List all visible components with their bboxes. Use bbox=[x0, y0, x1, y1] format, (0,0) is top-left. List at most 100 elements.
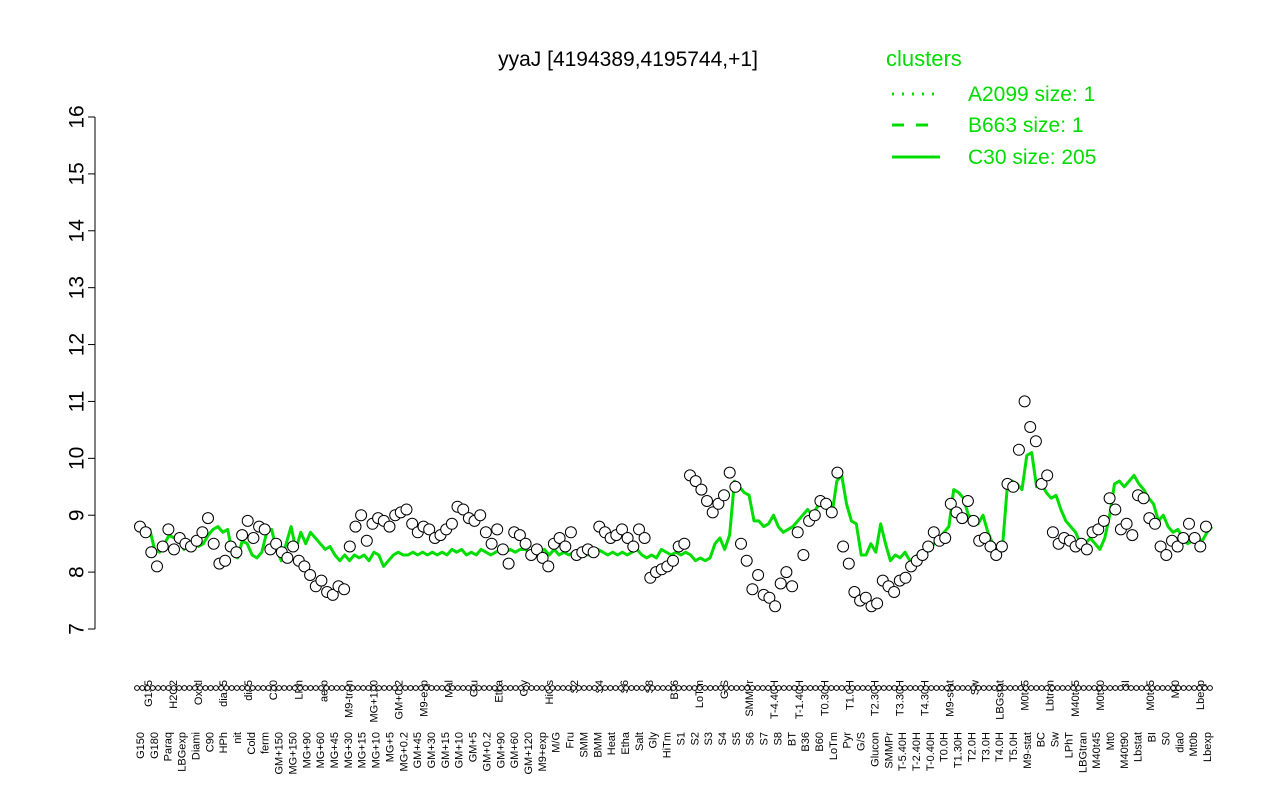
x-tick-dot bbox=[654, 685, 661, 691]
data-point bbox=[326, 588, 339, 601]
data-point bbox=[1109, 503, 1122, 516]
x-tick-dot bbox=[1207, 685, 1213, 691]
x-tick-dot bbox=[1165, 685, 1171, 691]
x-tick-dot bbox=[518, 685, 524, 691]
x-tick-label: LPhT bbox=[1063, 732, 1075, 759]
x-tick-dot bbox=[733, 685, 740, 691]
x-tick-dot bbox=[1091, 685, 1098, 691]
data-point bbox=[978, 532, 991, 544]
x-tick-label: dia0 bbox=[1174, 732, 1186, 753]
data-point bbox=[1041, 469, 1054, 482]
x-tick-label: M0t90 bbox=[1095, 680, 1107, 711]
x-tick-label: Gly bbox=[648, 732, 660, 749]
x-tick-dot bbox=[391, 685, 398, 691]
x-tick-label: M/G bbox=[551, 732, 563, 753]
x-tick-dot bbox=[912, 685, 919, 691]
x-tick-dot bbox=[738, 685, 745, 691]
data-point bbox=[837, 540, 850, 553]
x-tick-dot bbox=[255, 685, 261, 691]
x-tick-dot bbox=[618, 685, 624, 691]
data-point bbox=[718, 489, 730, 502]
x-tick-dot bbox=[1101, 685, 1108, 691]
x-tick-dot bbox=[1070, 685, 1077, 691]
x-tick-label: S6 bbox=[745, 732, 757, 745]
x-tick-label: M0t45 bbox=[1020, 680, 1032, 711]
x-tick-dot bbox=[134, 685, 140, 691]
x-tick-dot bbox=[796, 685, 803, 691]
x-tick-label: GM+90 bbox=[495, 732, 507, 768]
x-tick-dot bbox=[575, 685, 582, 691]
x-tick-label: GM+10 bbox=[454, 732, 466, 768]
x-tick-dot bbox=[1033, 685, 1040, 691]
x-tick-dot bbox=[265, 685, 272, 691]
x-tick-label: G180 bbox=[149, 732, 161, 759]
data-point bbox=[763, 591, 776, 604]
data-point bbox=[859, 591, 872, 604]
data-point bbox=[752, 569, 765, 581]
data-point bbox=[927, 526, 940, 539]
data-point bbox=[944, 497, 957, 510]
data-point bbox=[519, 537, 532, 550]
x-tick-dot bbox=[349, 685, 356, 691]
x-tick-dot bbox=[328, 685, 335, 691]
x-tick-dot bbox=[623, 685, 630, 691]
data-point bbox=[457, 503, 470, 516]
x-tick-dot bbox=[965, 685, 971, 691]
data-point bbox=[230, 546, 243, 559]
x-tick-dot bbox=[791, 685, 798, 691]
x-tick-dot bbox=[454, 685, 461, 691]
x-tick-label: MG+60 bbox=[315, 732, 327, 768]
data-point bbox=[916, 549, 929, 561]
x-tick-dot bbox=[286, 685, 293, 691]
x-tick-dot bbox=[197, 685, 204, 691]
x-tick-label: HiTm bbox=[662, 732, 674, 758]
x-tick-dot bbox=[218, 685, 225, 691]
data-point bbox=[848, 586, 861, 598]
x-tick-dot bbox=[986, 685, 992, 691]
x-tick-dot bbox=[202, 685, 209, 691]
x-tick-label: T5.0H bbox=[1008, 732, 1020, 762]
x-tick-label: MG+45 bbox=[329, 732, 341, 768]
data-point bbox=[1046, 526, 1059, 539]
x-tick-dot bbox=[970, 685, 977, 691]
x-tick-dot bbox=[570, 685, 577, 691]
x-tick-label: MG+30 bbox=[343, 732, 355, 768]
x-tick-label: SMMPr bbox=[744, 680, 756, 717]
data-point bbox=[774, 577, 787, 590]
data-point bbox=[202, 512, 214, 525]
x-tick-dot bbox=[591, 685, 598, 691]
x-tick-dot bbox=[170, 685, 177, 691]
x-tick-dot bbox=[481, 685, 488, 691]
x-tick-dot bbox=[949, 685, 956, 691]
x-tick-dot bbox=[444, 685, 451, 691]
x-tick-label: Cold bbox=[246, 732, 258, 755]
data-point bbox=[967, 514, 980, 527]
x-tick-dot bbox=[1049, 685, 1056, 691]
x-tick-dot bbox=[1059, 685, 1066, 691]
x-tick-dot bbox=[633, 685, 640, 691]
x-tick-dot bbox=[423, 685, 430, 691]
x-tick-label: G135 bbox=[143, 680, 155, 707]
x-tick-dot bbox=[880, 685, 887, 691]
x-tick-dot bbox=[1054, 685, 1061, 691]
data-point bbox=[1103, 492, 1116, 505]
data-point bbox=[553, 532, 566, 544]
x-tick-dot bbox=[954, 685, 961, 691]
x-tick-dot bbox=[649, 685, 656, 691]
x-tick-label: Glucon bbox=[869, 732, 881, 767]
data-point bbox=[315, 574, 328, 587]
x-tick-label: S1 bbox=[675, 732, 687, 745]
x-tick-dot bbox=[870, 685, 877, 691]
x-tick-label: S7 bbox=[759, 732, 771, 745]
data-point bbox=[922, 540, 935, 553]
x-tick-dot bbox=[1133, 685, 1140, 691]
data-point bbox=[990, 549, 1003, 561]
x-tick-dot bbox=[802, 685, 808, 691]
data-point bbox=[961, 495, 974, 507]
data-point bbox=[899, 571, 912, 584]
x-tick-label: Pyr bbox=[842, 732, 854, 749]
x-tick-label: BC bbox=[1036, 732, 1048, 747]
x-tick-dot bbox=[497, 685, 503, 691]
data-point bbox=[349, 520, 362, 533]
x-tick-dot bbox=[1107, 685, 1113, 691]
